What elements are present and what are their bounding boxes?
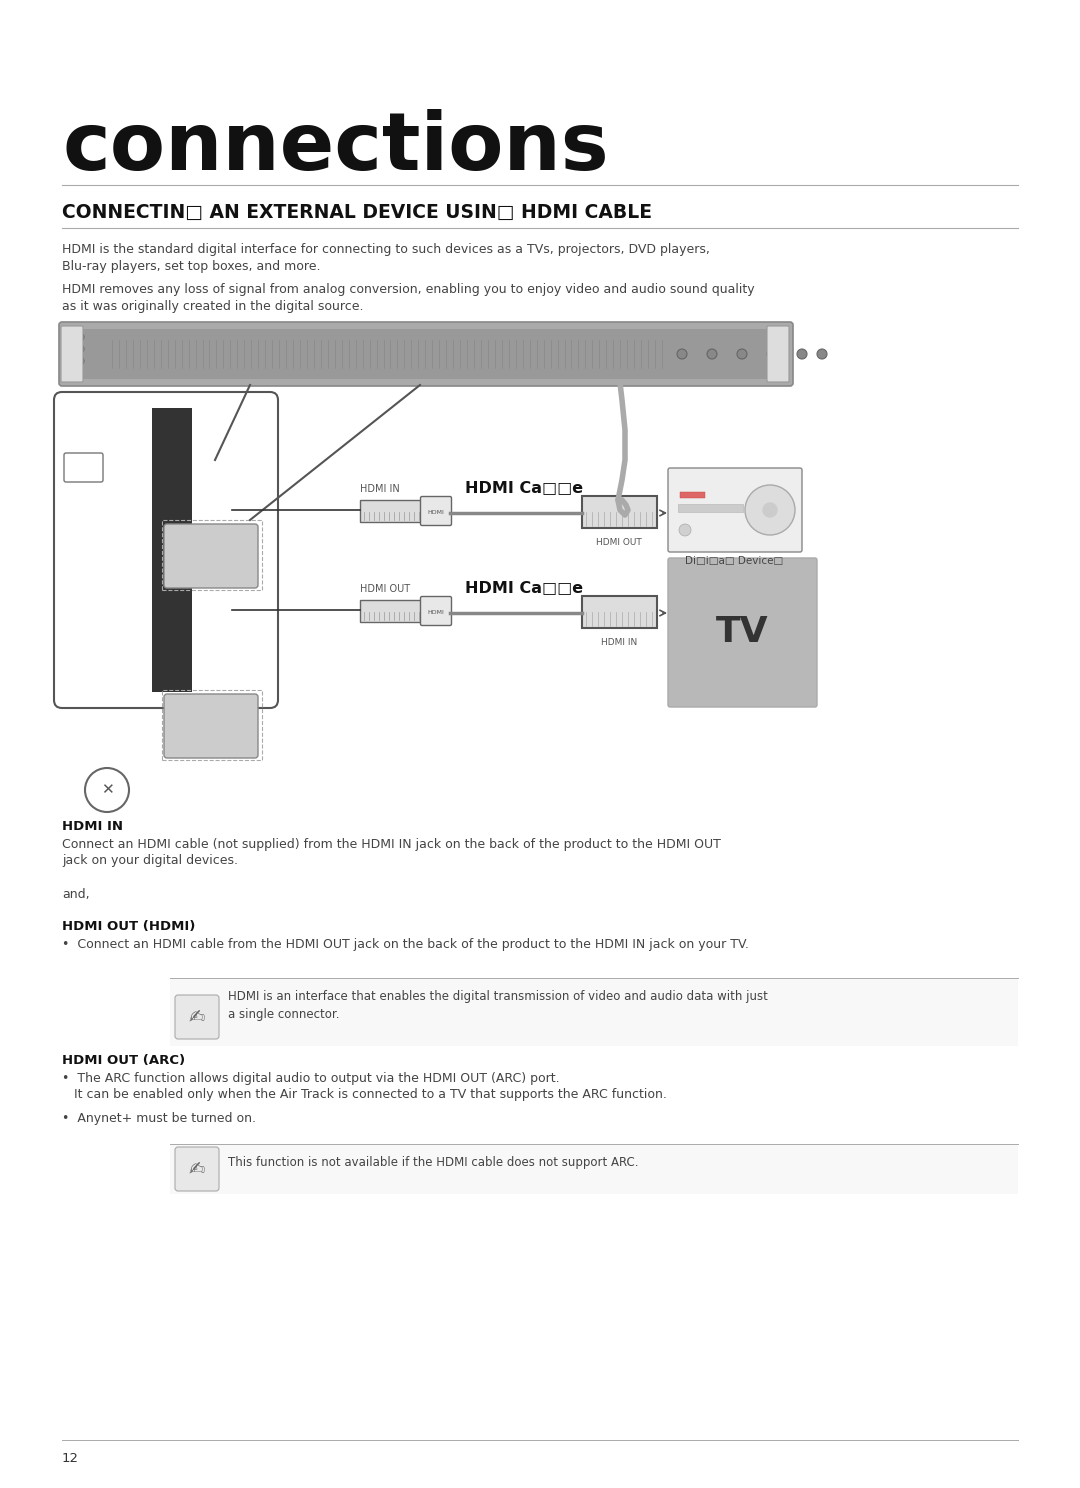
FancyBboxPatch shape (669, 558, 816, 707)
Circle shape (707, 350, 717, 359)
Text: CONNECTIN□ AN EXTERNAL DEVICE USIN□ HDMI CABLE: CONNECTIN□ AN EXTERNAL DEVICE USIN□ HDMI… (62, 202, 652, 222)
Text: ✍: ✍ (189, 1009, 205, 1028)
Text: •  Anynet+ must be turned on.: • Anynet+ must be turned on. (62, 1112, 256, 1125)
Text: HDMI OUT: HDMI OUT (596, 539, 642, 548)
Text: jack on your digital devices.: jack on your digital devices. (62, 854, 238, 868)
Circle shape (762, 503, 777, 516)
Circle shape (767, 350, 777, 359)
Text: 12: 12 (62, 1452, 79, 1466)
FancyBboxPatch shape (420, 497, 451, 525)
Text: HDMI is an interface that enables the digital transmission of video and audio da: HDMI is an interface that enables the di… (228, 990, 768, 1003)
FancyBboxPatch shape (54, 391, 278, 708)
Text: ✍: ✍ (189, 1161, 205, 1180)
Bar (360, 600, 422, 622)
Text: HDMI Ca□□e: HDMI Ca□□e (465, 580, 583, 595)
Bar (680, 493, 705, 498)
FancyBboxPatch shape (175, 1147, 219, 1190)
Text: Connect an HDMI cable (not supplied) from the HDMI IN jack on the back of the pr: Connect an HDMI cable (not supplied) fro… (62, 838, 720, 851)
Text: HDMI IN: HDMI IN (62, 820, 123, 833)
Bar (582, 597, 657, 628)
Text: •  Connect an HDMI cable from the HDMI OUT jack on the back of the product to th: • Connect an HDMI cable from the HDMI OU… (62, 937, 748, 951)
Text: •  The ARC function allows digital audio to output via the HDMI OUT (ARC) port.: • The ARC function allows digital audio … (62, 1071, 559, 1085)
Text: HDMI IN: HDMI IN (600, 638, 637, 647)
Text: TV: TV (716, 616, 769, 649)
Bar (360, 500, 422, 522)
Text: HDMI OUT (ARC): HDMI OUT (ARC) (62, 1054, 185, 1067)
FancyBboxPatch shape (767, 326, 789, 382)
Text: It can be enabled only when the Air Track is connected to a TV that supports the: It can be enabled only when the Air Trac… (62, 1088, 666, 1101)
Text: HDMI removes any loss of signal from analog conversion, enabling you to enjoy vi: HDMI removes any loss of signal from ana… (62, 283, 755, 296)
Bar (582, 496, 657, 528)
Text: a single connector.: a single connector. (228, 1007, 339, 1021)
FancyBboxPatch shape (420, 597, 451, 625)
Text: HDMI: HDMI (428, 610, 445, 615)
Text: connections: connections (62, 109, 609, 187)
Circle shape (677, 350, 687, 359)
Circle shape (745, 485, 795, 536)
Circle shape (737, 350, 747, 359)
Text: HDMI Ca□□e: HDMI Ca□□e (465, 481, 583, 496)
Circle shape (797, 350, 807, 359)
FancyBboxPatch shape (59, 321, 793, 385)
Bar (678, 504, 743, 512)
FancyBboxPatch shape (64, 452, 103, 482)
FancyBboxPatch shape (669, 469, 802, 552)
Text: ✕: ✕ (100, 783, 113, 798)
Text: HDMI OUT (HDMI): HDMI OUT (HDMI) (62, 920, 195, 933)
Text: HDMI IN: HDMI IN (360, 484, 400, 494)
Text: HDMI: HDMI (428, 510, 445, 515)
FancyBboxPatch shape (164, 693, 258, 757)
FancyBboxPatch shape (175, 995, 219, 1039)
Bar (75, 329, 778, 379)
Text: HDMI OUT: HDMI OUT (360, 583, 410, 594)
Text: as it was originally created in the digital source.: as it was originally created in the digi… (62, 301, 364, 312)
Text: Di□i□a□ Device□: Di□i□a□ Device□ (685, 557, 783, 565)
Bar (152, 408, 192, 692)
Circle shape (816, 350, 827, 359)
Circle shape (76, 345, 84, 353)
Bar (170, 978, 1018, 1046)
Text: Blu-ray players, set top boxes, and more.: Blu-ray players, set top boxes, and more… (62, 260, 321, 272)
Circle shape (76, 357, 84, 365)
FancyBboxPatch shape (60, 326, 83, 382)
Text: HDMI is the standard digital interface for connecting to such devices as a TVs, : HDMI is the standard digital interface f… (62, 243, 710, 256)
FancyBboxPatch shape (164, 524, 258, 588)
Circle shape (85, 768, 129, 812)
Circle shape (76, 333, 84, 341)
Text: This function is not available if the HDMI cable does not support ARC.: This function is not available if the HD… (228, 1156, 638, 1170)
Bar (170, 1144, 1018, 1193)
Text: and,: and, (62, 888, 90, 902)
Circle shape (679, 524, 691, 536)
